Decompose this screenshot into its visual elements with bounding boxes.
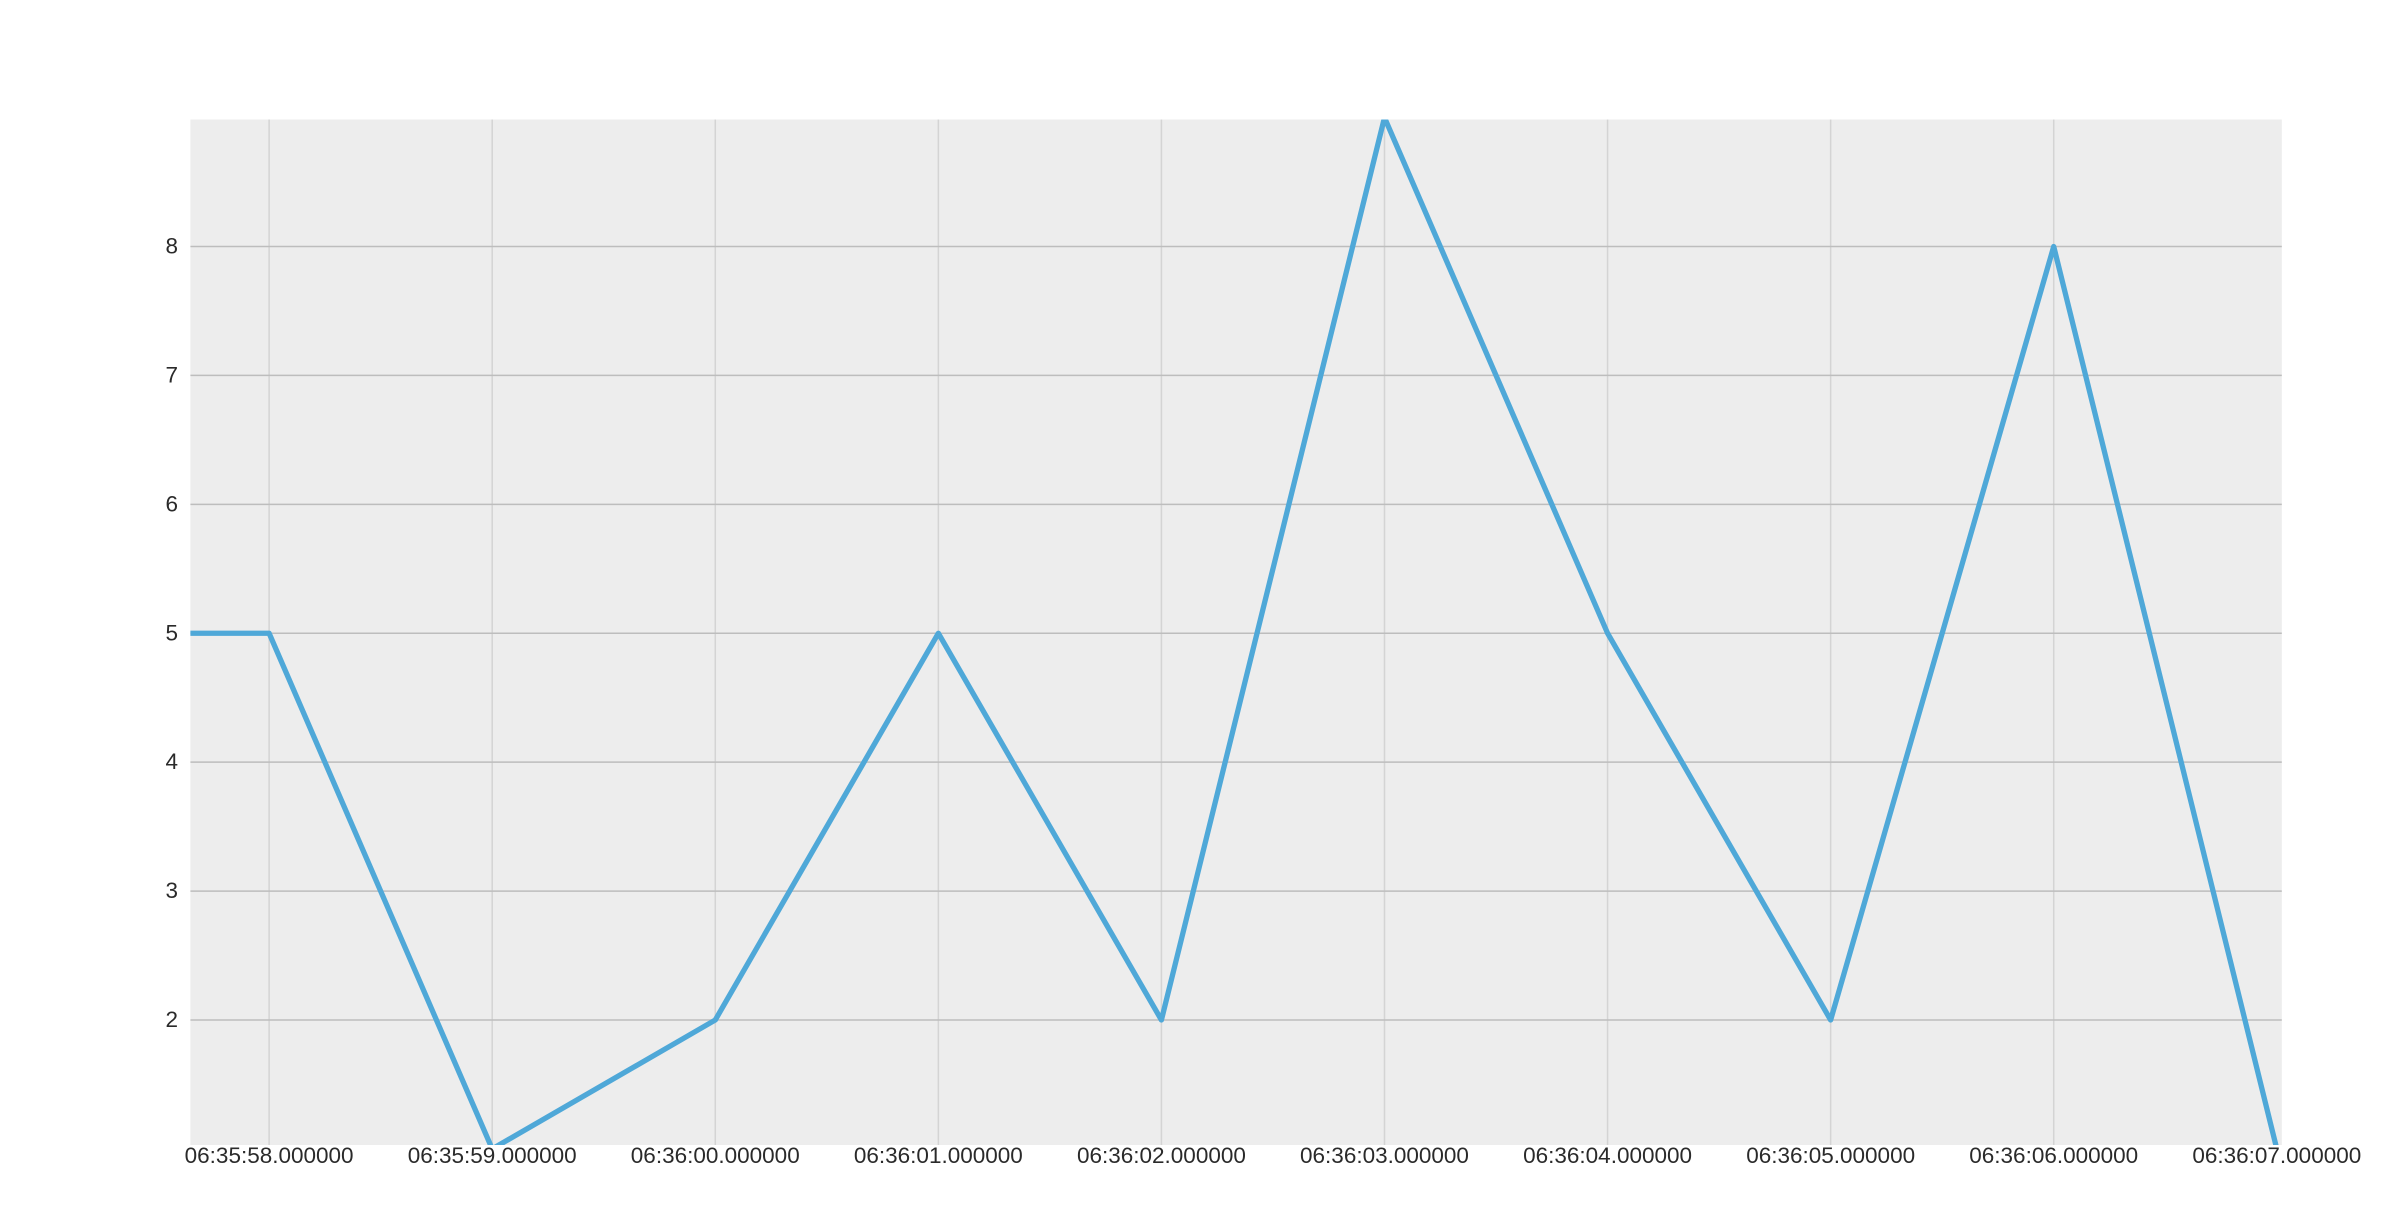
svg-text:6: 6 xyxy=(165,491,178,516)
svg-text:8: 8 xyxy=(165,234,178,259)
svg-text:4: 4 xyxy=(165,749,178,774)
svg-text:06:36:04.000000: 06:36:04.000000 xyxy=(1523,1143,1692,1168)
svg-text:06:36:06.000000: 06:36:06.000000 xyxy=(1969,1143,2138,1168)
svg-text:5: 5 xyxy=(165,620,178,645)
svg-text:06:36:07.000000: 06:36:07.000000 xyxy=(2192,1143,2361,1168)
svg-text:06:36:03.000000: 06:36:03.000000 xyxy=(1300,1143,1469,1168)
svg-text:06:36:02.000000: 06:36:02.000000 xyxy=(1077,1143,1246,1168)
svg-text:06:36:00.000000: 06:36:00.000000 xyxy=(631,1143,800,1168)
svg-text:3: 3 xyxy=(165,878,178,903)
svg-text:06:35:59.000000: 06:35:59.000000 xyxy=(408,1143,577,1168)
svg-text:7: 7 xyxy=(165,362,178,387)
svg-text:06:36:01.000000: 06:36:01.000000 xyxy=(854,1143,1023,1168)
svg-text:06:36:05.000000: 06:36:05.000000 xyxy=(1746,1143,1915,1168)
svg-text:2: 2 xyxy=(165,1007,178,1032)
svg-text:06:35:58.000000: 06:35:58.000000 xyxy=(185,1143,354,1168)
